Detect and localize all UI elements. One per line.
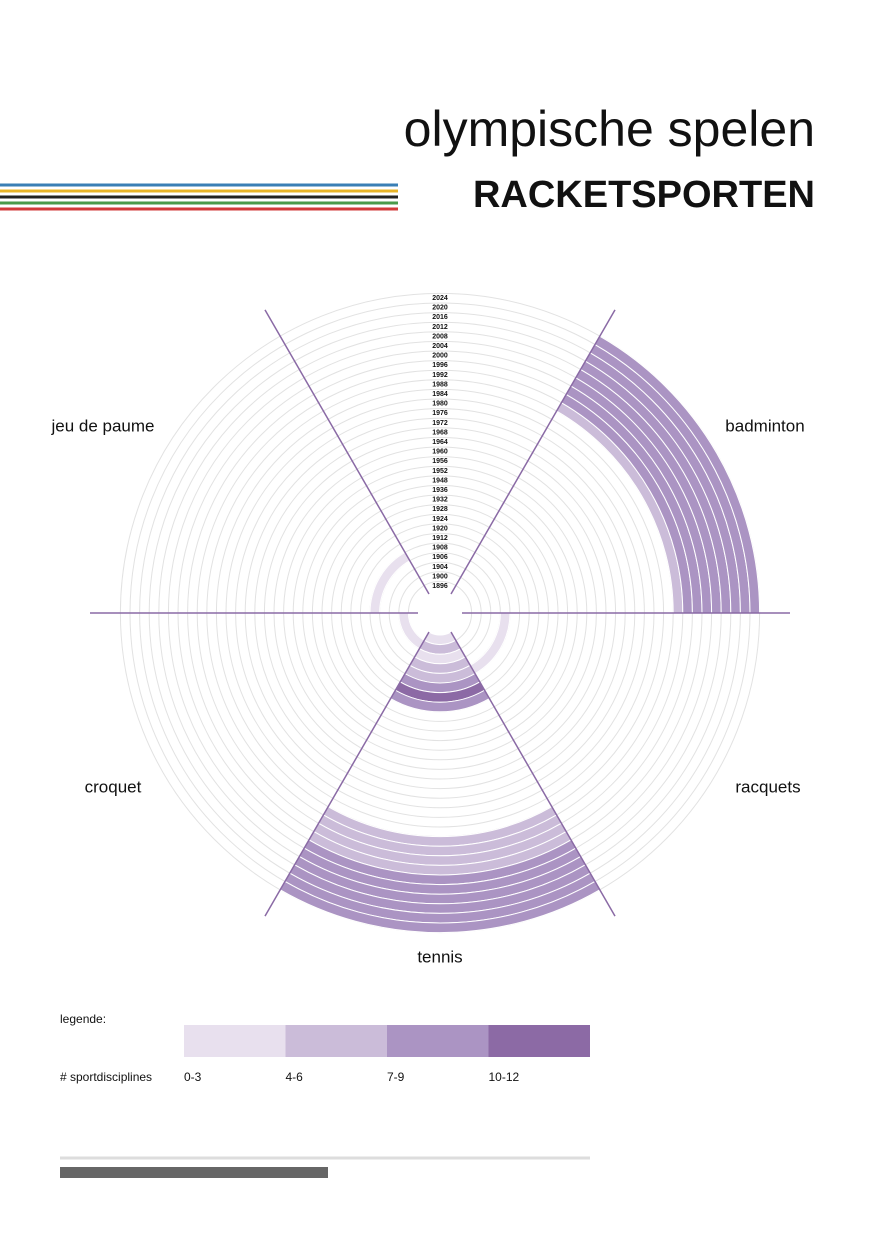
year-label: 1896 [432,583,448,590]
year-label: 1932 [432,497,448,504]
year-label: 1972 [432,420,448,427]
sector-line [450,309,616,595]
legend-swatch [285,1025,387,1057]
year-label: 1936 [432,487,448,494]
sector-line [264,309,430,595]
year-label: 1960 [432,449,448,456]
legend-swatch [184,1025,286,1057]
year-label: 1900 [432,573,448,580]
year-label: 1984 [432,391,448,398]
legend-swatch [488,1025,590,1057]
year-label: 1920 [432,525,448,532]
year-label: 1924 [432,516,448,523]
year-label: 1906 [432,554,448,561]
legend-title: legende: [60,1012,106,1026]
sector-line [450,631,616,917]
sport-label: croquet [85,777,142,796]
year-label: 1964 [432,439,448,446]
year-label: 1956 [432,458,448,465]
subtitle: RACKETSPORTEN [473,174,815,216]
year-label: 1980 [432,401,448,408]
year-label: 1948 [432,477,448,484]
legend-bin-label: 4-6 [286,1070,304,1084]
legend-swatch [387,1025,489,1057]
title: olympische spelen [404,101,815,157]
year-label: 2012 [432,324,448,331]
year-label: 2000 [432,353,448,360]
year-arc [398,612,425,650]
radial-chart: badminton jeu de paume croquet tennis racque… [50,292,805,966]
year-label: 2024 [432,295,448,302]
legend-bin-label: 10-12 [489,1070,520,1084]
year-label: 1968 [432,429,448,436]
year-label: 2020 [432,305,448,312]
year-label: 1976 [432,410,448,417]
sport-label: badminton [725,416,804,435]
year-label: 1952 [432,468,448,475]
sport-label: racquets [735,777,800,796]
year-label: 1988 [432,381,448,388]
footer-bar [60,1167,328,1178]
sport-label: tennis [417,947,462,966]
year-label: 1908 [432,545,448,552]
legend-bin-label: 0-3 [184,1070,202,1084]
olympic-stripes [0,183,398,211]
year-label: 1928 [432,506,448,513]
legend-label: # sportdisciplines [60,1070,152,1084]
sector-line [264,631,430,917]
year-label: 2016 [432,314,448,321]
year-label: 1996 [432,362,448,369]
sport-label: jeu de paume [50,416,154,435]
year-label: 2004 [432,343,448,350]
year-label: 2008 [432,333,448,340]
legend-bin-label: 7-9 [387,1070,405,1084]
year-label: 1992 [432,372,448,379]
year-label: 1912 [432,535,448,542]
year-label: 1904 [432,564,448,571]
